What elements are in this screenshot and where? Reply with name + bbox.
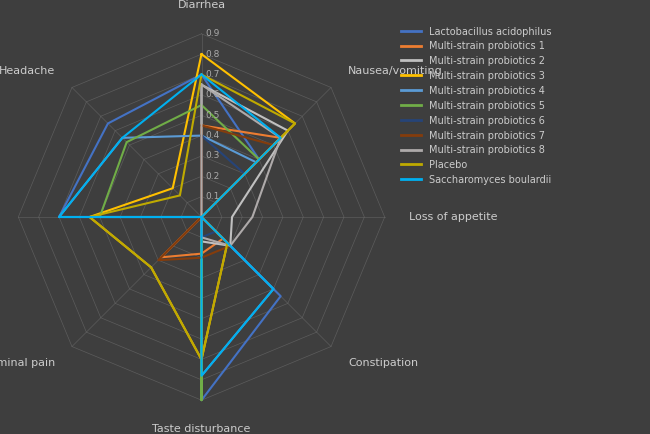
Text: Nausea/vomiting: Nausea/vomiting (348, 66, 443, 76)
Text: 0.1: 0.1 (205, 192, 219, 201)
Text: 0.3: 0.3 (205, 151, 219, 161)
Text: 0.5: 0.5 (205, 111, 219, 120)
Legend: Lactobacillus acidophilus, Multi-strain probiotics 1, Multi-strain probiotics 2,: Lactobacillus acidophilus, Multi-strain … (401, 26, 551, 185)
Text: Diarrhea: Diarrhea (177, 0, 226, 10)
Text: 0.7: 0.7 (205, 70, 219, 79)
Text: Constipation: Constipation (348, 358, 418, 368)
Text: Loss of appetite: Loss of appetite (409, 212, 497, 222)
Text: Taste disturbance: Taste disturbance (152, 424, 251, 434)
Text: Headache: Headache (0, 66, 55, 76)
Text: 0.4: 0.4 (205, 131, 219, 140)
Text: 0.8: 0.8 (205, 49, 219, 59)
Text: Abdominal pain: Abdominal pain (0, 358, 55, 368)
Text: 0.6: 0.6 (205, 90, 219, 99)
Text: 0.9: 0.9 (205, 30, 219, 38)
Text: 0.2: 0.2 (205, 172, 219, 181)
